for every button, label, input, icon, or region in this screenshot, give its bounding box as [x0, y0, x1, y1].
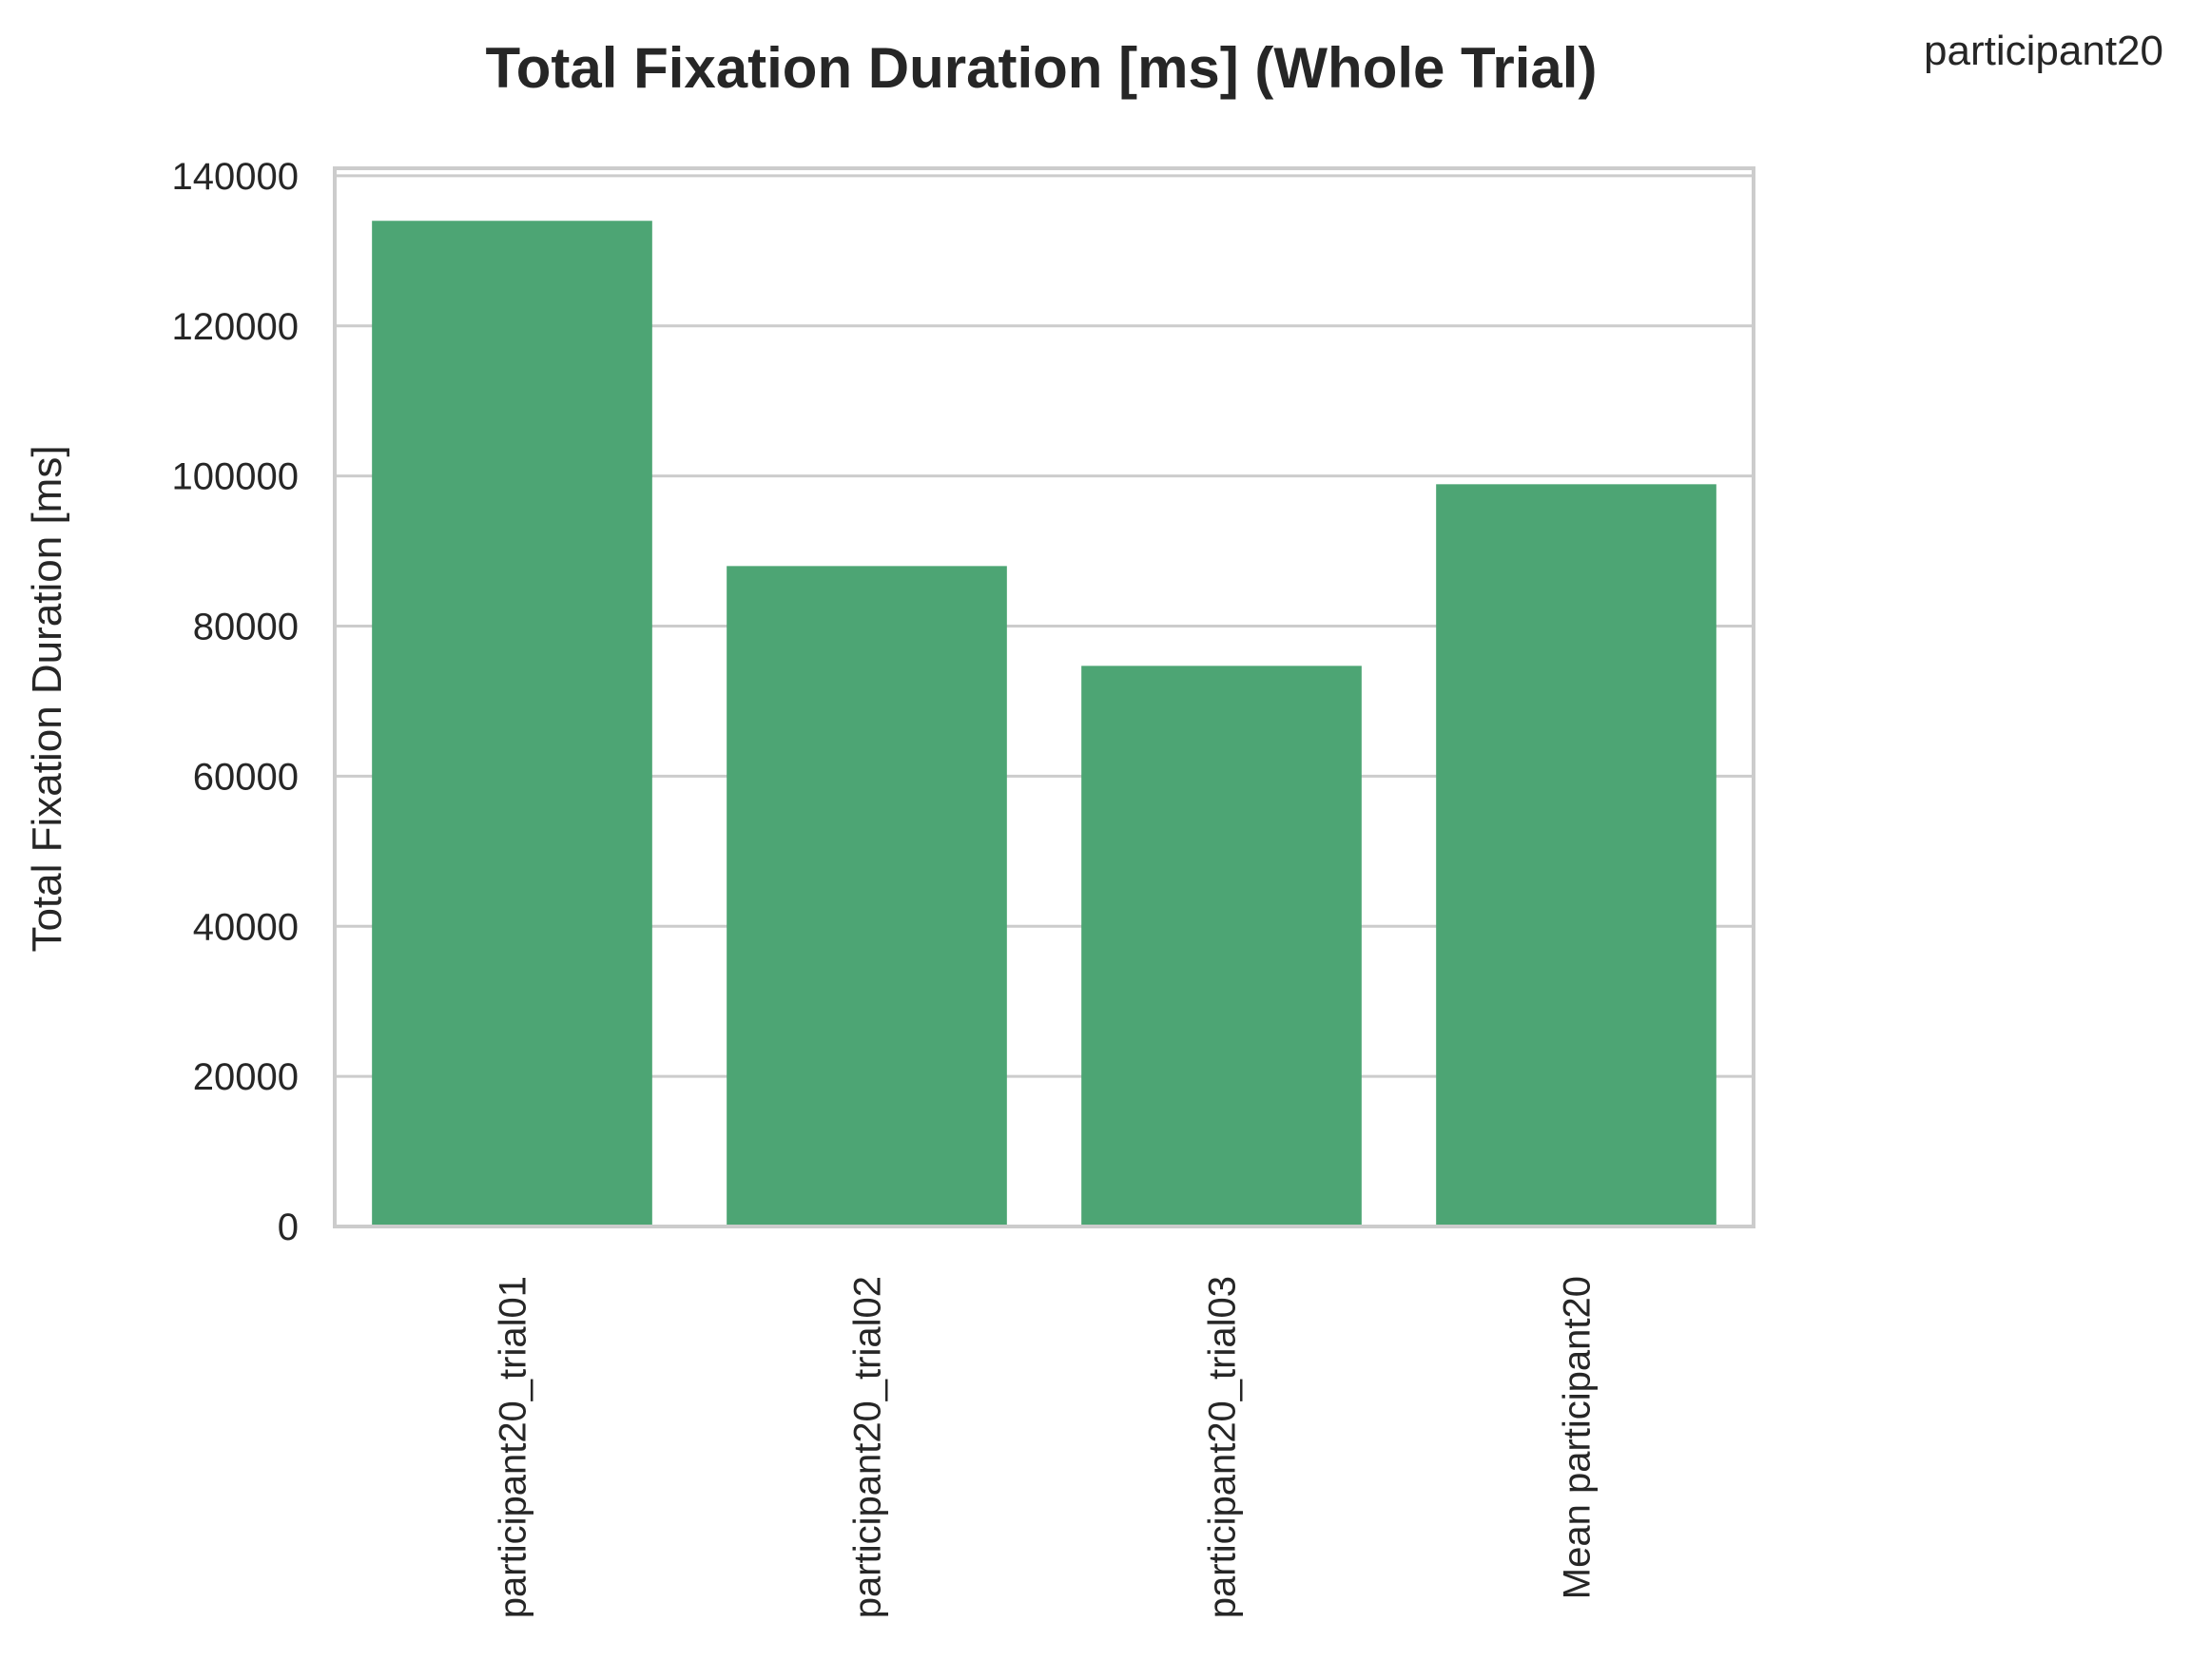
x-tick-label: participant20_trial01	[493, 1276, 534, 1618]
bar	[1436, 484, 1716, 1226]
y-tick-label: 0	[278, 1207, 299, 1248]
bar	[372, 221, 652, 1226]
chart-title: Total Fixation Duration [ms] (Whole Tria…	[486, 36, 1598, 100]
x-tick-label: Mean participant20	[1557, 1276, 1599, 1599]
y-tick-label: 120000	[172, 306, 299, 348]
y-tick-label: 20000	[193, 1056, 299, 1098]
bar	[1081, 666, 1362, 1226]
x-tick-label: participant20_trial03	[1202, 1276, 1244, 1618]
y-tick-label: 80000	[193, 607, 299, 648]
x-tick-label: participant20_trial02	[847, 1276, 889, 1618]
y-tick-label: 60000	[193, 756, 299, 798]
x-axis-ticks: participant20_trial01 participant20_trial…	[493, 1276, 1599, 1618]
y-axis-label: Total Fixation Duration [ms]	[24, 445, 70, 952]
bars	[372, 221, 1716, 1226]
y-axis-ticks: 0 20000 40000 60000 80000 100000 120000 140000	[172, 156, 299, 1248]
participant-label: participant20	[1924, 28, 2163, 74]
y-tick-label: 140000	[172, 156, 299, 198]
y-tick-label: 40000	[193, 906, 299, 948]
y-tick-label: 100000	[172, 456, 299, 498]
plot-frame	[333, 166, 1755, 1228]
bar	[727, 566, 1007, 1226]
